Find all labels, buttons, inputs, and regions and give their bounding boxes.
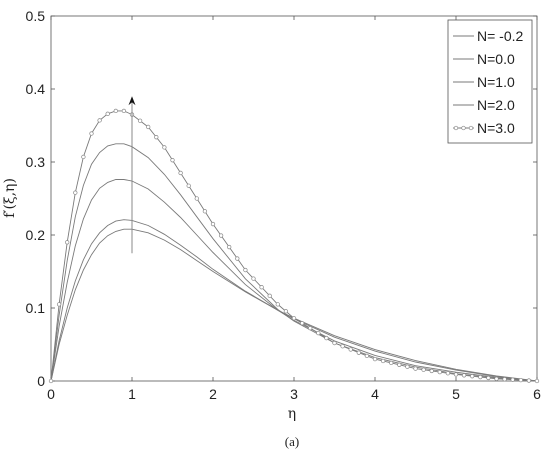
series-point-marker [478,374,483,380]
series-point-marker [429,368,434,374]
series-point-marker [251,276,256,281]
x-tick-label: 5 [452,386,460,402]
series-point-marker [397,362,402,367]
x-tick-label: 0 [47,386,55,402]
legend-label: N=1.0 [477,74,515,90]
x-tick-label: 1 [128,386,136,402]
series-point-marker [518,377,523,383]
x-tick-label: 6 [533,386,541,402]
series-point-marker [389,360,394,366]
series-point-marker [526,378,532,383]
y-tick-label: 0 [37,373,45,389]
series-point-marker [445,371,451,376]
series-point-marker [243,267,248,273]
series-point-marker [218,233,224,238]
series-point-marker [154,135,159,140]
series-point-marker [494,376,499,381]
series-line-3 [50,179,538,382]
series-point-marker [291,316,297,321]
series-line-5 [50,110,538,382]
series-point-marker [81,154,86,160]
series-point-marker [453,372,459,377]
series-line-2 [50,219,538,382]
y-tick-label: 0.2 [26,227,46,243]
series-point-marker [299,321,305,326]
series-point-marker [332,340,337,346]
series-point-marker [113,108,118,114]
series-point-marker [340,344,345,349]
y-tick-label: 0.3 [26,154,46,170]
legend-label: N=2.0 [477,97,515,113]
series-point-marker [364,353,370,359]
legend-swatch-marker [453,125,459,131]
series-point-marker [170,158,175,163]
series-point-marker [316,330,321,336]
series-point-marker [486,375,491,381]
series-point-marker [356,350,361,355]
legend-label: N=0.0 [477,51,515,67]
series-point-marker [65,240,70,245]
series-point-marker [178,170,183,176]
x-tick-label: 4 [371,386,379,402]
trend-arrow-head [128,96,136,106]
legend: N= -0.2 N=0.0 N=1.0 N=2.0 N=3.0 [447,19,533,144]
series-point-marker [56,302,62,307]
y-axis-label: f′(ξ,η) [2,178,18,218]
series-point-marker [202,209,208,214]
legend-label: N=3.0 [477,120,515,136]
y-tick-label: 0.5 [26,8,46,24]
series-point-marker [437,369,442,375]
series-point-marker [510,377,515,382]
series-point-marker [502,377,507,382]
series-point-marker [324,335,329,341]
legend-label: N= -0.2 [477,28,524,44]
tick-group: 0 1 2 3 4 5 6 0 0.1 0.2 0.3 0.4 0.5 [26,8,542,402]
series-point-marker [146,124,151,130]
series-point-marker [210,221,216,227]
x-tick-label: 3 [290,386,298,402]
x-axis-label: η [288,406,296,422]
series-point-marker [461,373,467,378]
series-group [48,108,540,384]
series-point-marker [97,118,102,123]
series-point-marker [413,366,418,371]
series-point-marker [73,190,78,195]
series-point-marker [121,108,127,114]
series-point-marker [186,183,191,188]
series-point-marker [308,325,313,331]
series-point-marker [372,356,378,362]
annotation-group [128,96,136,254]
series-point-marker [235,256,240,261]
y-tick-label: 0.1 [26,300,46,316]
series-line-1 [50,228,538,382]
series-point-marker [194,196,199,201]
series-point-marker [259,285,264,290]
legend-swatch-marker [461,125,466,131]
legend-swatch-marker [468,125,474,131]
series-point-marker [137,118,143,123]
figure-caption: (a) [285,434,299,449]
legend-box [447,19,533,144]
y-tick-label: 0.4 [26,81,46,97]
series-point-marker [267,293,272,298]
series-point-marker [405,364,410,369]
series-point-marker [534,378,540,384]
series-point-marker [421,367,426,372]
series-point-marker [380,358,386,364]
series-point-marker [283,309,289,314]
series-point-marker [105,111,110,116]
series-point-marker [162,145,167,150]
series-point-marker [48,378,54,384]
series-point-marker [227,244,232,250]
series-point-marker [470,374,475,379]
series-point-marker [275,302,280,307]
series-point-marker [348,347,353,352]
series-point-marker [89,131,94,136]
x-tick-label: 2 [209,386,217,402]
